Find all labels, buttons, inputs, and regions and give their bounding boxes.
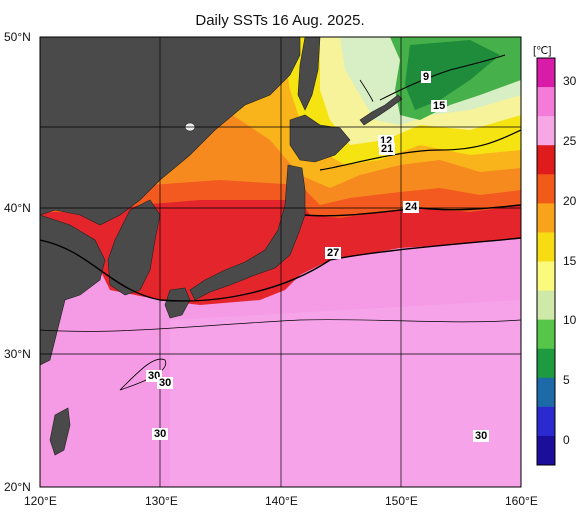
lon-tick-label: 130°E (145, 494, 178, 508)
contour-label-21: 21 (379, 143, 396, 155)
colorbar-segment (537, 319, 555, 350)
land-korea (107, 199, 161, 296)
colorbar-segment (537, 87, 555, 117)
land-kyushu (164, 287, 191, 319)
colorbar-tick-label: 25 (563, 133, 577, 148)
land-taiwan (49, 407, 71, 456)
colorbar-frame (536, 57, 556, 466)
plot-frame (39, 36, 522, 488)
colorbar-tick-label: 20 (563, 193, 577, 208)
lon-tick-label: 120°E (24, 494, 57, 508)
contour-line (379, 54, 506, 101)
lon-tick-label: 140°E (265, 494, 298, 508)
colorbar-unit: [℃] (533, 45, 552, 57)
ocean-dark-green (405, 40, 500, 110)
colorbar-segment (537, 203, 555, 233)
land-asia (40, 37, 301, 226)
colorbar-tick-label: 30 (563, 73, 577, 88)
lat-tick-label: 20°N (4, 480, 31, 494)
lat-tick-label: 30°N (4, 347, 31, 361)
contour-label-30b: 30 (157, 377, 174, 389)
land-sakhalin (297, 37, 321, 111)
map-title: Daily SSTs 16 Aug. 2025. (195, 12, 365, 29)
ocean-light-pink (170, 300, 521, 487)
contour-line (119, 358, 167, 391)
colorbar-tick-label: 10 (563, 313, 577, 328)
land-kurils (359, 94, 403, 126)
colorbar-segment (537, 377, 555, 408)
colorbar (536, 57, 556, 466)
lon-tick-label: 160°E (505, 494, 538, 508)
colorbar-segment (537, 348, 555, 379)
map-layers (40, 37, 521, 487)
contour-line (319, 129, 521, 171)
contour-label-27: 27 (325, 247, 342, 259)
colorbar-segment (537, 145, 555, 175)
colorbar-segment (537, 232, 555, 262)
lon-tick-label: 150°E (385, 494, 418, 508)
colorbar-segment (537, 435, 555, 466)
colorbar-segment (537, 290, 555, 321)
contour-label-15: 15 (431, 100, 448, 112)
colorbar-segment (537, 58, 555, 88)
colorbar-segment (537, 116, 555, 146)
lat-tick-label: 50°N (4, 30, 31, 44)
contour-label-9: 9 (421, 71, 432, 83)
colorbar-segment (537, 406, 555, 437)
colorbar-segment (537, 174, 555, 204)
contour-label-30c: 30 (152, 428, 169, 440)
contour-line (40, 319, 521, 332)
grid (40, 37, 521, 487)
colorbar-tick-label: 0 (563, 433, 570, 448)
contour-line (359, 79, 374, 102)
land-china-coast (40, 214, 106, 366)
colorbar-segment (537, 261, 555, 292)
contour-label-24: 24 (403, 201, 420, 213)
colorbar-tick-label: 5 (563, 373, 570, 388)
lat-tick-label: 40°N (4, 201, 31, 215)
contour-label-30d: 30 (473, 430, 490, 442)
contour-line (40, 237, 521, 302)
colorbar-tick-label: 15 (563, 253, 577, 268)
